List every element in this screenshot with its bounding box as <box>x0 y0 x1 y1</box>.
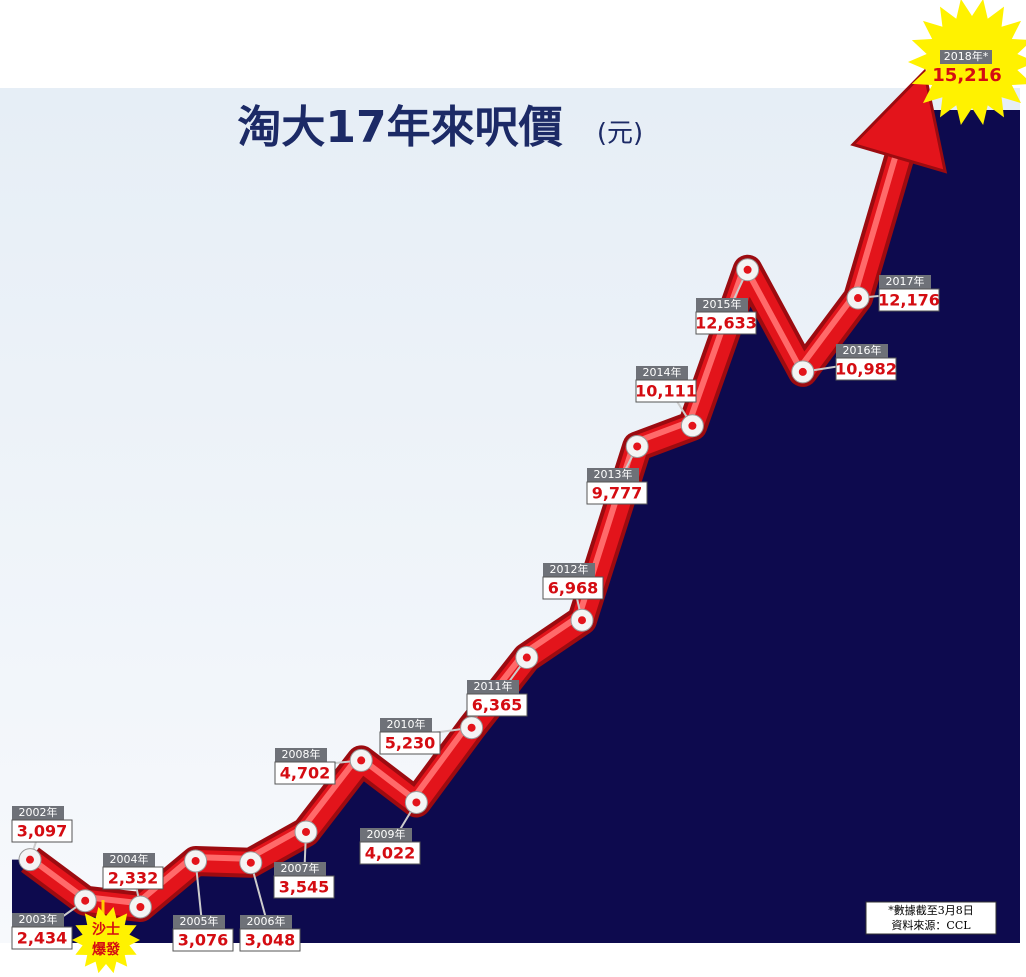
label-head <box>360 828 412 842</box>
value-label: 3,545 <box>279 878 330 897</box>
value-label: 15,216 <box>932 65 1001 86</box>
point-center <box>522 653 531 662</box>
label-head <box>173 915 225 929</box>
point-center <box>136 903 145 911</box>
note: *數據截至3月8日 <box>888 903 974 917</box>
point-center <box>246 858 255 867</box>
value-label: 10,982 <box>835 360 897 379</box>
point-center <box>798 367 807 376</box>
label-head <box>275 748 327 762</box>
category-label: 2003年 <box>19 912 58 926</box>
label-head <box>240 915 292 929</box>
label-head <box>543 563 595 577</box>
category-label: 2007年 <box>281 861 320 875</box>
label-box <box>586 481 648 505</box>
value-label: 6,968 <box>548 579 599 598</box>
value-label: 3,097 <box>17 822 68 841</box>
category-label: 2006年 <box>247 914 286 928</box>
label-head <box>636 366 688 380</box>
category-label: 2005年 <box>180 914 219 928</box>
label-box <box>936 64 998 86</box>
label-head <box>380 718 432 732</box>
label-box <box>273 875 335 899</box>
point-center <box>688 421 697 430</box>
category-label: 2002年 <box>19 805 58 819</box>
point-center <box>467 723 476 732</box>
annotation: 爆發 <box>92 941 121 958</box>
category-label: 2011年 <box>474 679 513 693</box>
label-box <box>11 819 73 843</box>
label-head <box>12 806 64 820</box>
label-box <box>466 693 528 717</box>
arrow-head <box>850 68 948 174</box>
point-center <box>743 265 752 274</box>
label-box <box>239 928 301 952</box>
label-box <box>172 928 234 952</box>
chart-title: 淘大17年來呎價 <box>237 102 562 153</box>
point-center <box>412 798 421 807</box>
value-label: 4,022 <box>365 844 416 863</box>
label-box <box>878 288 940 312</box>
point-center <box>81 896 90 905</box>
category-label: 2014年 <box>643 365 682 379</box>
value-label: 12,633 <box>695 314 757 333</box>
label-head <box>879 275 931 289</box>
point-center <box>578 616 586 625</box>
point-center <box>191 856 200 865</box>
label-box <box>359 841 421 865</box>
label-box <box>542 576 604 600</box>
label-box <box>11 926 73 950</box>
value-label: 5,230 <box>385 734 436 753</box>
category-label: 2004年 <box>110 852 149 866</box>
label-head <box>467 680 519 694</box>
value-label: 10,111 <box>635 382 697 401</box>
label-head <box>274 862 326 876</box>
value-label: 2,332 <box>108 869 159 888</box>
value-label: 3,048 <box>245 931 296 950</box>
label-head <box>940 50 992 64</box>
label-head <box>12 913 64 927</box>
category-label: 2013年 <box>594 467 633 481</box>
burst <box>72 906 140 974</box>
value-label: 12,176 <box>878 291 940 310</box>
label-head <box>103 853 155 867</box>
label-head <box>587 468 639 482</box>
value-label: 3,076 <box>178 931 229 950</box>
point-center <box>633 442 642 451</box>
label-box <box>835 357 897 381</box>
value-label: 9,777 <box>592 484 643 503</box>
annotation: 沙士 <box>92 921 120 938</box>
note: 資料來源：CCL <box>891 918 971 932</box>
category-label: 2009年 <box>367 827 406 841</box>
chart-subtitle: (元) <box>597 119 643 149</box>
category-label: 2010年 <box>387 717 426 731</box>
label-box <box>379 731 441 755</box>
label-head <box>696 298 748 312</box>
value-label: 2,434 <box>17 929 68 948</box>
label-box <box>102 866 164 890</box>
point-center <box>357 756 366 765</box>
point-center <box>26 855 34 864</box>
category-label: 2018年* <box>944 49 989 63</box>
point-center <box>854 294 862 303</box>
category-label: 2015年 <box>703 297 742 311</box>
category-label: 2016年 <box>843 343 882 357</box>
category-label: 2008年 <box>282 747 321 761</box>
note-box <box>865 901 997 935</box>
value-label: 4,702 <box>280 764 331 783</box>
label-head <box>836 344 888 358</box>
category-label: 2017年 <box>886 274 925 288</box>
label-box <box>635 379 697 403</box>
value-label: 6,365 <box>472 696 523 715</box>
category-label: 2012年 <box>550 562 589 576</box>
label-box <box>695 311 757 335</box>
label-box <box>274 761 336 785</box>
point-center <box>302 827 310 836</box>
